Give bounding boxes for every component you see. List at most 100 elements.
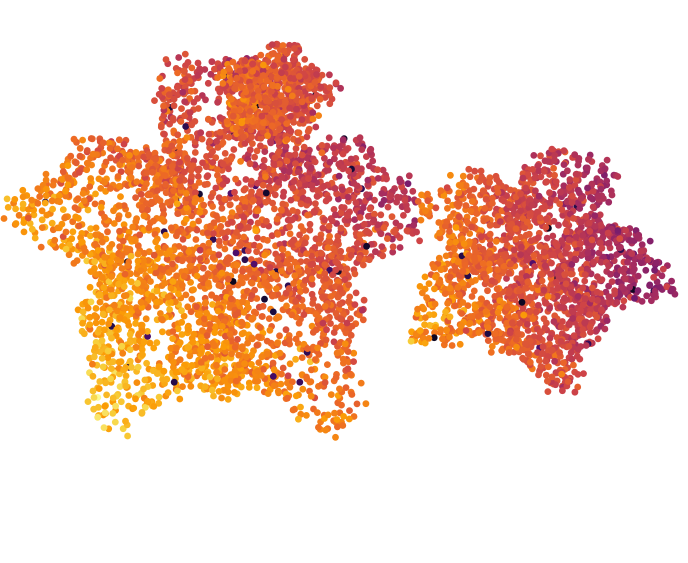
scatter-point — [144, 328, 151, 335]
scatter-point — [79, 308, 87, 316]
scatter-point — [347, 252, 355, 259]
scatter-point — [159, 316, 166, 324]
scatter-point — [274, 313, 282, 320]
scatter-point — [187, 262, 194, 270]
scatter-point — [91, 240, 99, 248]
scatter-point — [217, 313, 225, 320]
scatter-point — [345, 167, 352, 175]
scatter-point — [90, 394, 98, 401]
scatter-point — [184, 59, 192, 66]
scatter-point — [241, 204, 249, 211]
scatter-point — [101, 409, 109, 417]
scatter-point — [293, 194, 300, 202]
scatter-point — [221, 355, 228, 362]
scatter-point — [233, 261, 241, 269]
scatter-point — [255, 359, 263, 366]
scatter-point — [248, 279, 256, 287]
scatter-point — [217, 223, 225, 230]
scatter-point — [297, 288, 304, 295]
scatter-point — [214, 98, 222, 106]
scatter-point — [260, 61, 267, 69]
scatter-point — [181, 98, 189, 105]
scatter-point — [181, 50, 189, 58]
scatter-point — [125, 392, 133, 399]
scatter-point — [260, 163, 268, 171]
scatter-point — [331, 409, 338, 417]
scatter-point — [219, 80, 227, 87]
scatter-point — [116, 227, 123, 235]
scatter-point — [297, 223, 305, 230]
scatter-point — [92, 231, 100, 239]
scatter-point — [246, 146, 254, 154]
scatter-point — [163, 255, 171, 263]
scatter-point — [189, 338, 197, 346]
scatter-point — [274, 339, 281, 347]
scatter-point — [337, 315, 344, 323]
scatter-point — [204, 270, 212, 278]
scatter-point — [126, 346, 134, 354]
scatter-point — [258, 353, 266, 361]
scatter-point — [286, 230, 294, 238]
scatter-point — [264, 390, 272, 397]
scatter-point — [286, 360, 294, 368]
scatter-point — [134, 242, 142, 250]
scatter-point — [28, 225, 36, 233]
scatter-point — [350, 349, 358, 357]
scatter-point — [86, 183, 94, 191]
scatter-point — [134, 250, 142, 258]
scatter-point — [353, 240, 361, 247]
scatter-point — [354, 223, 361, 231]
scatter-point — [215, 281, 223, 289]
scatter-point — [140, 257, 147, 265]
scatter-point — [372, 248, 379, 256]
scatter-point — [176, 158, 184, 166]
scatter-point — [173, 272, 180, 280]
scatter-point — [216, 128, 224, 136]
scatter-point — [487, 348, 495, 356]
scatter-point — [413, 228, 420, 236]
scatter-point — [306, 226, 314, 234]
scatter-point — [273, 215, 281, 223]
scatter-point — [338, 401, 345, 409]
scatter-point — [447, 171, 454, 179]
scatter-point — [237, 273, 245, 281]
scatter-point — [557, 323, 565, 331]
scatter-point — [337, 84, 344, 92]
scatter-point — [138, 346, 146, 353]
scatter-point — [274, 53, 282, 60]
scatter-point — [246, 108, 254, 115]
scatter-point — [239, 267, 246, 275]
scatter-point — [321, 154, 328, 162]
scatter-point — [340, 413, 347, 420]
scatter-point — [141, 376, 149, 384]
scatter-point — [277, 380, 285, 388]
scatter-point — [563, 228, 570, 236]
scatter-point — [132, 320, 140, 327]
scatter-point — [305, 175, 312, 183]
scatter-point — [55, 192, 63, 200]
scatter-point — [201, 383, 209, 390]
scatter-point — [189, 220, 197, 228]
scatter-point — [237, 383, 245, 391]
scatter-point — [162, 56, 170, 63]
scatter-point — [276, 349, 284, 357]
scatter-point — [542, 371, 550, 379]
scatter-point — [241, 140, 249, 147]
scatter-point — [238, 318, 246, 326]
scatter-point — [334, 423, 341, 431]
scatter-point — [75, 222, 83, 230]
scatter-point — [218, 394, 226, 402]
scatter-point — [74, 195, 82, 203]
scatter-point — [396, 222, 404, 230]
scatter-point — [248, 351, 256, 359]
scatter-point — [627, 237, 634, 244]
scatter-point — [19, 200, 27, 208]
scatter-point — [178, 318, 186, 326]
scatter-point — [161, 130, 168, 138]
scatter-point — [98, 168, 106, 176]
scatter-point — [370, 216, 378, 224]
scatter-point — [224, 228, 232, 236]
scatter-point — [205, 115, 212, 123]
scatter-point — [195, 217, 203, 225]
scatter-point — [275, 178, 282, 186]
